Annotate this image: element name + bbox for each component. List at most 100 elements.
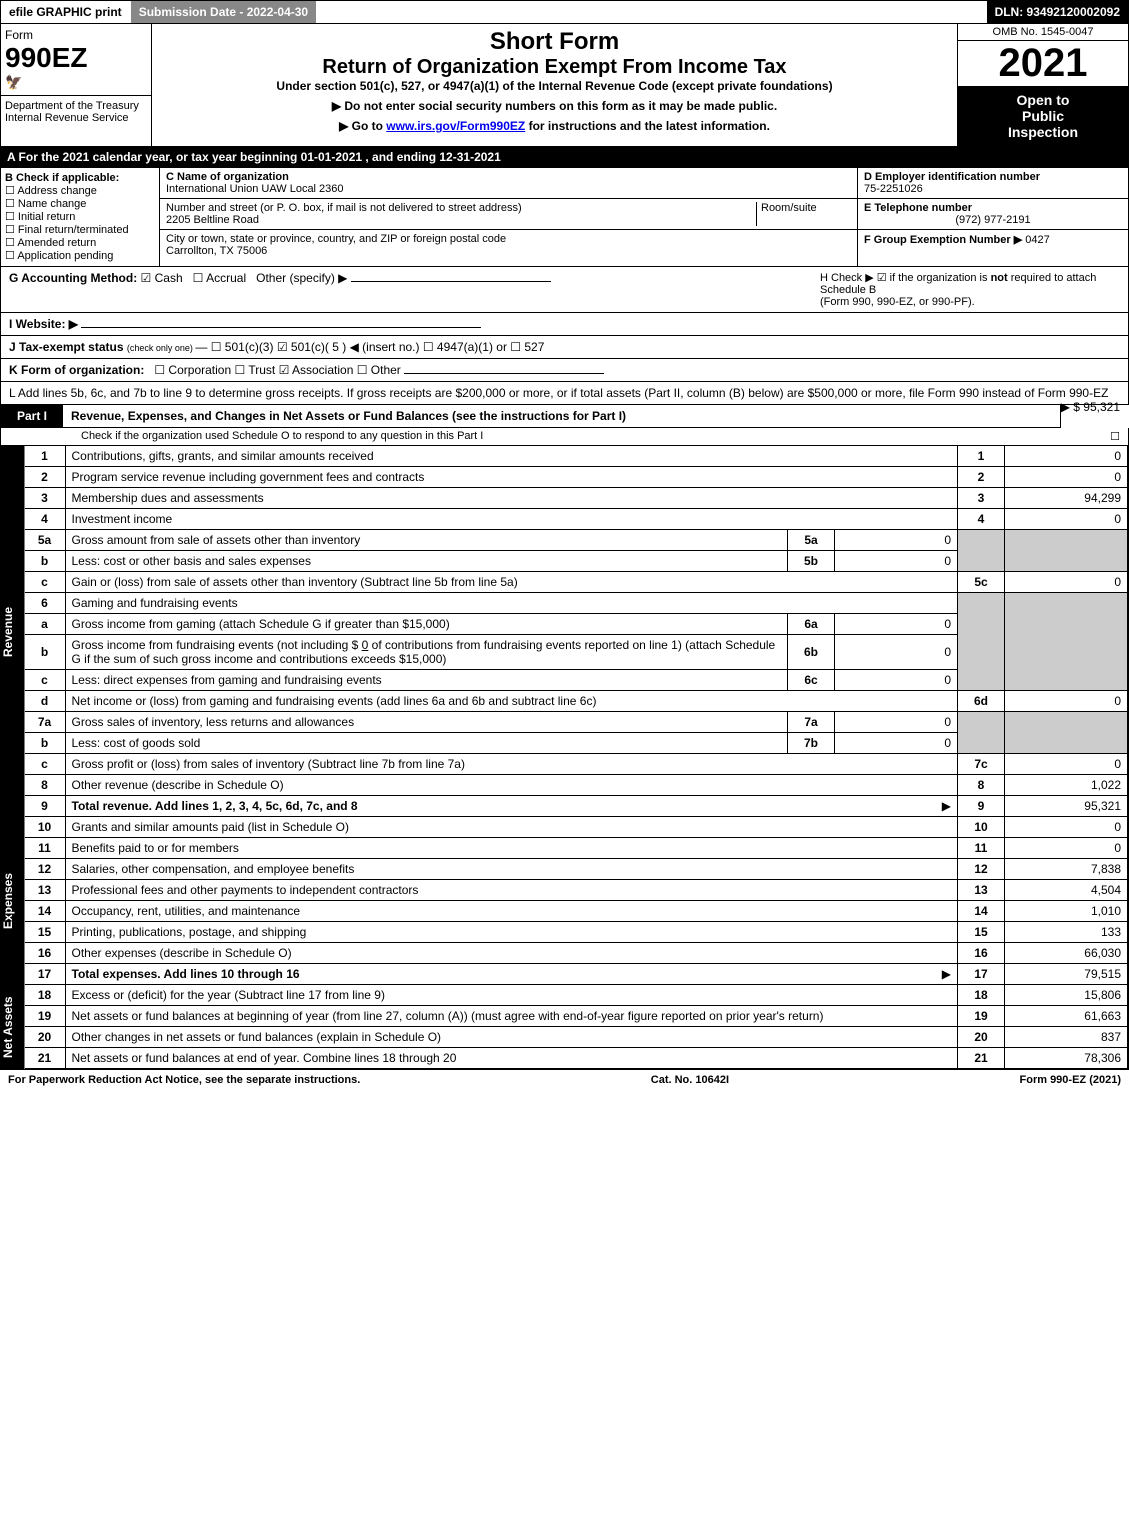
line-12: 12 Salaries, other compensation, and emp… [25, 859, 1128, 880]
inst2-pre: ▶ Go to [339, 119, 386, 133]
l6-shade-rnum [958, 593, 1005, 691]
l8-text: Other revenue (describe in Schedule O) [65, 775, 958, 796]
l10-val: 0 [1005, 817, 1128, 838]
line-5a: 5a Gross amount from sale of assets othe… [25, 530, 1128, 551]
form-number: 990EZ [5, 42, 147, 74]
c-city-row: City or town, state or province, country… [160, 230, 857, 260]
irs-eagle-icon: 🦅 [5, 74, 22, 90]
c-city-label: City or town, state or province, country… [166, 233, 506, 245]
j-label: J Tax-exempt status [9, 340, 127, 354]
page-footer: For Paperwork Reduction Act Notice, see … [0, 1070, 1129, 1090]
l20-rnum: 20 [958, 1027, 1005, 1048]
row-l-gross-receipts: L Add lines 5b, 6c, and 7b to line 9 to … [0, 382, 1129, 405]
line-14: 14 Occupancy, rent, utilities, and maint… [25, 901, 1128, 922]
chk-name-change[interactable]: Name change [5, 197, 155, 210]
l8-num: 8 [25, 775, 66, 796]
e-value: (972) 977-2191 [864, 214, 1122, 226]
net-assets-sidelabel: Net Assets [1, 985, 25, 1069]
g-accounting: G Accounting Method: Cash Accrual Other … [9, 271, 551, 308]
i-website-blank[interactable] [81, 327, 481, 328]
l6a-sublbl: 6a [788, 614, 835, 635]
l11-val: 0 [1005, 838, 1128, 859]
l15-val: 133 [1005, 922, 1128, 943]
l6b-sublbl: 6b [788, 635, 835, 670]
k-other-blank[interactable] [404, 373, 604, 374]
revenue-sidelabel: Revenue [1, 446, 25, 817]
g-other-blank[interactable] [351, 281, 551, 282]
net-assets-section: Net Assets 18 Excess or (deficit) for th… [0, 985, 1129, 1070]
l6b-text: Gross income from fundraising events (no… [65, 635, 788, 670]
row-j-tax-exempt: J Tax-exempt status (check only one) — ☐… [0, 336, 1129, 359]
l21-num: 21 [25, 1048, 66, 1069]
l6d-val: 0 [1005, 691, 1128, 712]
l16-rnum: 16 [958, 943, 1005, 964]
expenses-table: 10 Grants and similar amounts paid (list… [25, 817, 1129, 985]
part-i-header: Part I Revenue, Expenses, and Changes in… [0, 405, 1061, 428]
l21-rnum: 21 [958, 1048, 1005, 1069]
l5ab-shade-rval [1005, 530, 1128, 572]
form-number-box: Form 990EZ 🦅 [1, 24, 151, 96]
l6a-text: Gross income from gaming (attach Schedul… [65, 614, 788, 635]
inspect-l1: Open to [1017, 92, 1070, 108]
line-3: 3 Membership dues and assessments 3 94,2… [25, 488, 1128, 509]
f-value: 0427 [1025, 234, 1049, 246]
line-8: 8 Other revenue (describe in Schedule O)… [25, 775, 1128, 796]
l19-text: Net assets or fund balances at beginning… [65, 1006, 958, 1027]
l7ab-shade-rval [1005, 712, 1128, 754]
l4-num: 4 [25, 509, 66, 530]
k-options[interactable]: ☐ Corporation ☐ Trust ☑ Association ☐ Ot… [154, 363, 400, 377]
h-text1: H Check ▶ ☑ if the organization is [820, 272, 991, 284]
l7a-sublbl: 7a [788, 712, 835, 733]
l6c-sublbl: 6c [788, 670, 835, 691]
dln-label: DLN: 93492120002092 [987, 1, 1128, 23]
chk-final-return[interactable]: Final return/terminated [5, 223, 155, 236]
omb-number: OMB No. 1545-0047 [958, 24, 1128, 41]
form-title: Return of Organization Exempt From Incom… [156, 56, 953, 79]
inst2-post: for instructions and the latest informat… [525, 119, 770, 133]
l7b-sublbl: 7b [788, 733, 835, 754]
l15-rnum: 15 [958, 922, 1005, 943]
g-cash[interactable]: Cash [141, 271, 183, 285]
l6d-text: Net income or (loss) from gaming and fun… [65, 691, 958, 712]
c-street-value: 2205 Beltline Road [166, 214, 259, 226]
footer-right-pre: Form [1020, 1074, 1051, 1086]
l5a-text: Gross amount from sale of assets other t… [65, 530, 788, 551]
instruction-link: ▶ Go to www.irs.gov/Form990EZ for instru… [156, 119, 953, 133]
c-name-row: C Name of organization International Uni… [160, 168, 857, 199]
footer-left: For Paperwork Reduction Act Notice, see … [8, 1074, 360, 1086]
l8-rnum: 8 [958, 775, 1005, 796]
l13-rnum: 13 [958, 880, 1005, 901]
l9-text-cell: Total revenue. Add lines 1, 2, 3, 4, 5c,… [65, 796, 958, 817]
l18-val: 15,806 [1005, 985, 1128, 1006]
line-4: 4 Investment income 4 0 [25, 509, 1128, 530]
h-schedule-b: H Check ▶ ☑ if the organization is not r… [820, 271, 1120, 308]
l7c-val: 0 [1005, 754, 1128, 775]
line-6: 6 Gaming and fundraising events [25, 593, 1128, 614]
revenue-table: 1 Contributions, gifts, grants, and simi… [25, 446, 1129, 817]
l6b-num: b [25, 635, 66, 670]
irs-link[interactable]: www.irs.gov/Form990EZ [386, 119, 525, 133]
efile-label[interactable]: efile GRAPHIC print [1, 1, 131, 23]
chk-amended-return[interactable]: Amended return [5, 236, 155, 249]
l6d-rnum: 6d [958, 691, 1005, 712]
l9-arrow-icon: ▶ [942, 799, 951, 813]
expenses-section: Expenses 10 Grants and similar amounts p… [0, 817, 1129, 985]
b-heading: B Check if applicable: [5, 172, 155, 184]
form-header: Form 990EZ 🦅 Department of the Treasury … [0, 24, 1129, 147]
l7a-num: 7a [25, 712, 66, 733]
l1-val: 0 [1005, 446, 1128, 467]
l7c-text: Gross profit or (loss) from sales of inv… [65, 754, 958, 775]
chk-application-pending[interactable]: Application pending [5, 249, 155, 262]
chk-initial-return[interactable]: Initial return [5, 210, 155, 223]
g-accrual[interactable]: Accrual [193, 271, 246, 285]
l11-rnum: 11 [958, 838, 1005, 859]
revenue-section: Revenue 1 Contributions, gifts, grants, … [0, 446, 1129, 817]
part-i-sub-check[interactable]: ☐ [1110, 430, 1120, 443]
l7b-subval: 0 [835, 733, 958, 754]
l6-shade-rval [1005, 593, 1128, 691]
h-text3: (Form 990, 990-EZ, or 990-PF). [820, 296, 975, 308]
j-options[interactable]: — ☐ 501(c)(3) ☑ 501(c)( 5 ) ◀ (insert no… [195, 340, 544, 354]
short-form-title: Short Form [156, 28, 953, 56]
inspect-l3: Inspection [1008, 124, 1078, 140]
chk-address-change[interactable]: Address change [5, 184, 155, 197]
